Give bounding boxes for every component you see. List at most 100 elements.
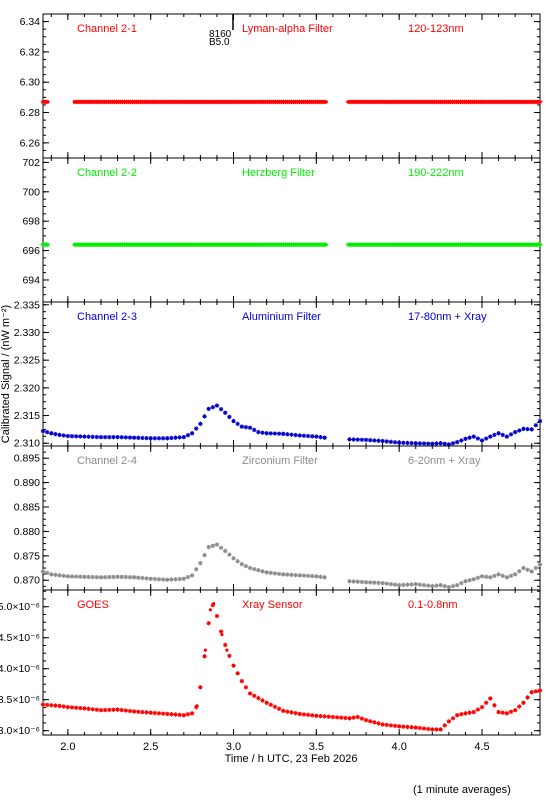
data-point <box>165 436 169 440</box>
data-point <box>240 425 244 429</box>
data-point <box>347 579 352 583</box>
data-point <box>215 543 219 547</box>
data-point <box>447 442 451 446</box>
data-point <box>472 710 476 714</box>
y-tick-label: 6.30 <box>20 77 41 89</box>
panel-frame <box>42 13 541 159</box>
panel-filter-label: Zirconium Filter <box>242 455 318 467</box>
data-point <box>324 100 328 104</box>
y-tick-label: 2.320 <box>14 382 40 394</box>
data-point <box>66 434 70 438</box>
data-point <box>41 429 45 433</box>
y-tick-label: 694 <box>22 274 40 286</box>
data-point <box>223 549 227 553</box>
data-point <box>521 427 526 431</box>
data-point <box>165 712 169 716</box>
data-point <box>381 581 385 585</box>
data-point <box>397 724 401 728</box>
data-point <box>472 434 476 439</box>
panel-filter-label: Lyman-alpha Filter <box>242 23 333 35</box>
data-point <box>439 727 443 732</box>
panel-band-label: 17-80nm + Xray <box>408 311 487 323</box>
data-point <box>364 580 368 584</box>
data-point <box>248 426 252 430</box>
data-point <box>72 100 77 104</box>
footnote: (1 minute averages) <box>413 784 511 796</box>
data-point <box>381 439 385 443</box>
data-point <box>439 441 443 445</box>
data-point <box>538 243 542 247</box>
data-point <box>190 711 194 715</box>
panel-band-label: 0.1-0.8nm <box>408 599 458 611</box>
y-tick-label: 6.32 <box>20 46 41 58</box>
panel-filter-label: Herzberg Filter <box>242 167 315 179</box>
data-point <box>455 440 459 444</box>
series-markers <box>40 403 543 447</box>
x-tick-label: 4.5 <box>474 741 489 753</box>
data-point <box>99 575 103 579</box>
data-point <box>198 561 202 565</box>
data-point <box>346 100 350 104</box>
data-point <box>439 583 443 587</box>
data-point <box>397 441 401 445</box>
data-point <box>41 100 45 104</box>
data-point <box>149 436 153 440</box>
data-point <box>182 435 186 439</box>
data-point <box>463 711 468 715</box>
y-tick-label: 2.315 <box>14 410 40 422</box>
data-point <box>346 243 350 247</box>
data-point <box>49 572 53 576</box>
data-point <box>215 403 219 408</box>
y-tick-label: 5.0×10⁻⁶ <box>0 601 40 613</box>
x-tick-label: 3.0 <box>226 741 241 753</box>
data-point <box>198 422 202 426</box>
data-point <box>182 713 186 717</box>
series-markers <box>40 602 543 732</box>
data-point <box>298 573 302 577</box>
data-point <box>323 575 327 579</box>
data-point <box>488 434 492 439</box>
data-point <box>430 584 434 588</box>
y-tick-label: 0.880 <box>14 526 40 538</box>
data-point <box>248 691 252 696</box>
y-tick-label: 6.28 <box>20 107 41 119</box>
data-point <box>447 585 451 589</box>
panel-channel-label: Channel 2-2 <box>77 167 137 179</box>
data-point <box>430 442 434 446</box>
data-point <box>72 243 77 247</box>
data-point <box>530 427 534 431</box>
data-point <box>314 434 318 439</box>
data-point <box>521 701 526 705</box>
data-point <box>480 438 484 443</box>
data-point <box>265 701 269 705</box>
data-point <box>538 419 542 423</box>
x-tick-label: 2.5 <box>143 741 158 753</box>
data-point <box>208 608 212 612</box>
data-point <box>82 706 87 710</box>
y-tick-label: 0.875 <box>14 550 40 562</box>
panel-band-label: 190-222nm <box>408 167 464 179</box>
panel-2: 694 696 698 700 702 Channel 2-2 Herzberg Filte… <box>22 157 543 303</box>
data-point <box>364 718 368 722</box>
data-point <box>496 710 501 714</box>
y-tick-label: 2.335 <box>14 299 40 311</box>
data-point <box>66 705 70 709</box>
panel-3: 2.310 2.315 2.320 2.325 2.330 2.335 Channel 2-… <box>14 299 543 450</box>
data-point <box>496 431 501 435</box>
data-point <box>298 433 302 438</box>
panel-frame <box>42 157 541 303</box>
data-point <box>223 411 227 415</box>
data-point <box>505 575 509 579</box>
data-point <box>190 573 194 577</box>
data-point <box>195 704 199 708</box>
data-point <box>356 715 360 719</box>
data-point <box>381 722 385 727</box>
data-point <box>347 716 352 720</box>
data-point <box>132 709 136 714</box>
y-axis-label: Calibrated Signal / (nW m⁻²) <box>0 305 12 443</box>
data-point <box>240 562 244 566</box>
data-point <box>182 577 186 581</box>
y-tick-label: 0.890 <box>14 477 40 489</box>
data-point <box>538 688 542 692</box>
